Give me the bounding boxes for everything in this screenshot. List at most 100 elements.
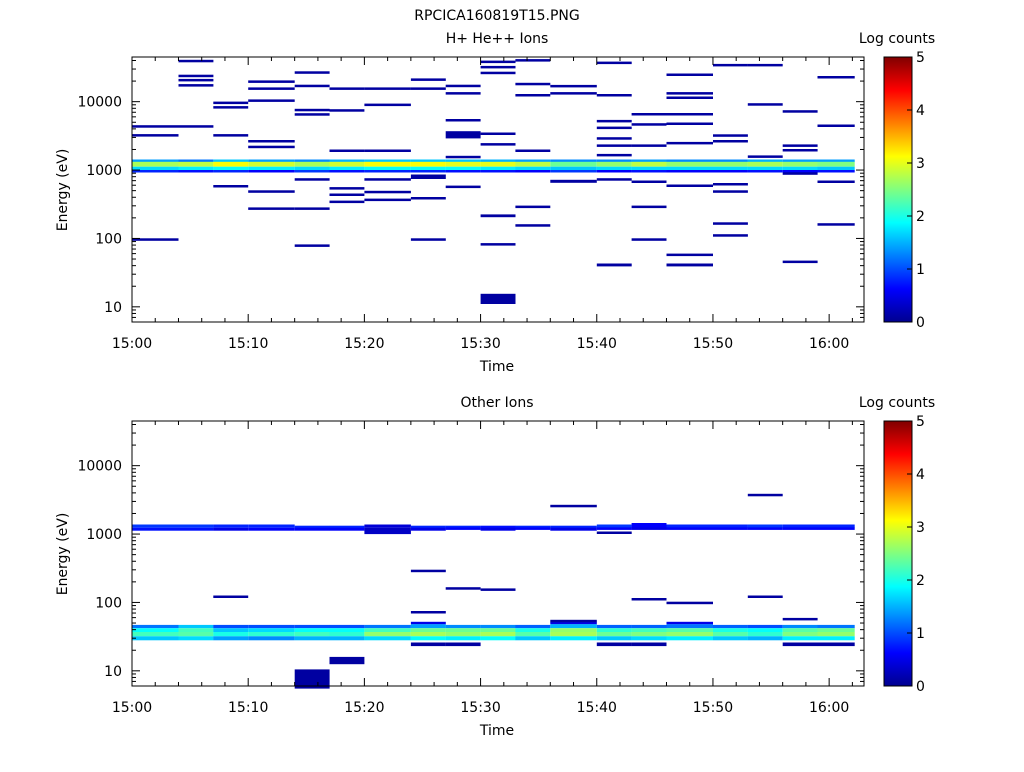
heatmap-cell	[817, 624, 855, 629]
heatmap-cell	[480, 588, 516, 591]
heatmap-cell	[178, 628, 214, 632]
heatmap-cell	[294, 244, 330, 247]
colorbar-ticks: 0 1 2 3 4 5	[907, 414, 925, 695]
heatmap-cell	[178, 624, 214, 629]
x-tick-label: 15:40	[577, 336, 617, 352]
y-tick-label: 100	[95, 595, 122, 611]
colorbar-tick-label: 2	[916, 573, 925, 589]
heatmap-cell	[248, 87, 295, 90]
heatmap-cell	[747, 524, 783, 528]
heatmap-cell	[445, 527, 481, 530]
heatmap-cell	[480, 636, 516, 641]
heatmap-cell	[817, 170, 855, 173]
heatmap-cell	[782, 166, 818, 171]
heatmap-cell	[666, 92, 713, 95]
heatmap-cell	[782, 159, 818, 162]
heatmap-cell	[515, 166, 551, 171]
heatmap-cell	[817, 628, 855, 632]
heatmap-cell	[329, 632, 365, 637]
heatmap-cell	[248, 170, 295, 173]
heatmap-cell	[550, 170, 597, 173]
heatmap-cell	[550, 632, 597, 637]
heatmap-cell	[666, 624, 713, 629]
heatmap-cell	[329, 187, 365, 190]
heatmap-cell	[178, 161, 214, 167]
y-axis-label: Energy (eV)	[55, 513, 71, 596]
heatmap-cell	[596, 624, 632, 629]
heatmap-cell	[631, 123, 667, 126]
heatmap-cell	[713, 222, 748, 225]
heatmap-cell	[445, 161, 481, 167]
heatmap-cell	[713, 624, 748, 629]
colorbar-tick-label: 1	[916, 626, 925, 642]
heatmap-cell	[713, 234, 748, 237]
heatmap-cell	[132, 125, 179, 128]
heatmap-cell	[364, 149, 411, 152]
heatmap-cell	[294, 207, 330, 210]
heatmap-cell	[747, 628, 783, 632]
heatmap-cell	[410, 628, 446, 632]
heatmap-cell	[747, 632, 783, 637]
heatmap-cell	[631, 628, 667, 632]
heatmap-cell	[817, 642, 855, 647]
heatmap-cell	[666, 601, 713, 605]
colorbar-tick-label: 4	[916, 103, 925, 119]
heatmap-cell	[329, 193, 365, 196]
heatmap-cell	[213, 166, 249, 171]
heatmap-cell	[817, 161, 855, 167]
heatmap-cell	[445, 84, 481, 88]
heatmap-cell	[213, 624, 249, 629]
heatmap-cell	[817, 524, 855, 528]
heatmap-cell	[480, 170, 516, 173]
heatmap-cell	[132, 636, 179, 641]
heatmap-cell	[329, 109, 365, 112]
figure-title: RPCICA160819T15.PNG	[414, 8, 579, 24]
heatmap-cell	[294, 113, 330, 116]
y-tick-label: 10	[104, 664, 122, 680]
heatmap-cell	[817, 124, 855, 127]
heatmap-cell	[213, 106, 249, 109]
heatmap-cell	[329, 87, 365, 90]
heatmap-cell	[329, 628, 365, 632]
y-axis-label: Energy (eV)	[55, 149, 71, 232]
heatmap-cell	[666, 263, 713, 267]
heatmap-cell	[550, 525, 597, 529]
heatmap-cell	[480, 159, 516, 162]
heatmap-cell	[782, 170, 818, 173]
heatmap-cell	[294, 669, 330, 689]
heatmap-cell	[631, 523, 667, 528]
heatmap-cell	[410, 621, 446, 625]
colorbar-tick-label: 0	[916, 679, 925, 695]
heatmap-cell	[213, 628, 249, 632]
heatmap-cell	[596, 527, 632, 530]
heatmap-cell	[515, 624, 551, 629]
heatmap-cell	[747, 170, 783, 173]
heatmap-cell	[480, 161, 516, 167]
heatmap-cell	[666, 628, 713, 632]
heatmap-cell	[480, 214, 516, 218]
heatmap-cell	[248, 524, 295, 528]
heatmap-cell	[410, 632, 446, 637]
heatmap-cell	[550, 619, 597, 623]
heatmap-cell	[782, 161, 818, 167]
heatmap-cell	[515, 527, 551, 530]
colorbar-tick-label: 5	[916, 414, 925, 430]
heatmap-cell	[550, 161, 597, 167]
heatmap-cell	[329, 149, 365, 152]
heatmap-cell	[178, 524, 214, 528]
heatmap-cell	[294, 624, 330, 629]
heatmap-cell	[631, 238, 667, 241]
heatmap-cell	[713, 170, 748, 173]
heatmap-cell	[213, 524, 249, 528]
heatmap-cell	[364, 636, 411, 641]
heatmap-cell	[445, 170, 481, 173]
heatmap-cell	[596, 170, 632, 173]
heatmap-cell	[782, 632, 818, 637]
colorbar-gradient	[883, 420, 913, 687]
heatmap-cell	[329, 200, 365, 204]
heatmap-cell	[248, 190, 295, 193]
y-tick-label: 10000	[77, 95, 122, 111]
heatmap-cell	[782, 172, 818, 175]
heatmap-cell	[515, 632, 551, 637]
